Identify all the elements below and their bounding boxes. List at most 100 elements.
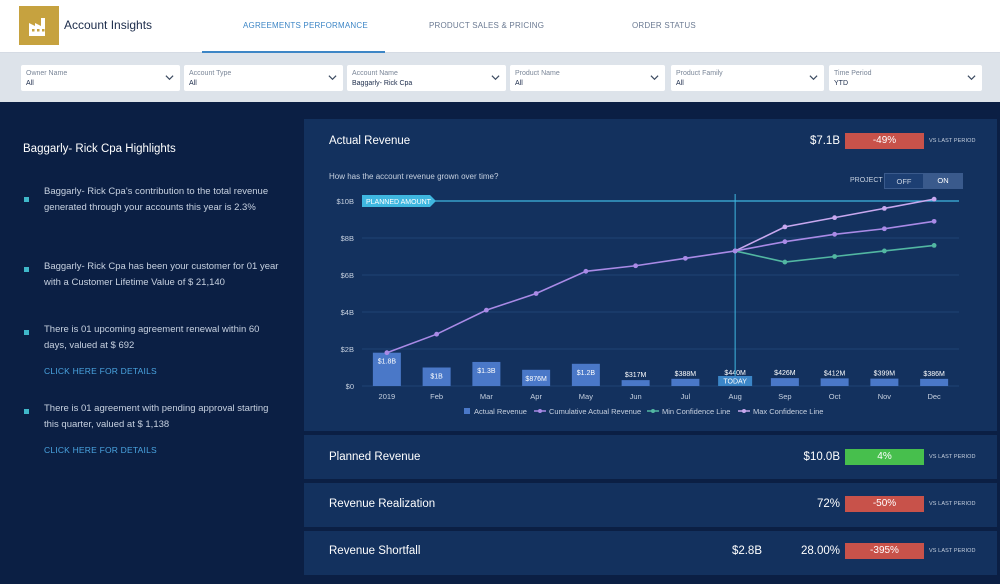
account-name-filter[interactable]: Account Name Baggarly- Rick Cpa	[347, 65, 506, 91]
vs-last-period-label: VS LAST PERIOD	[929, 548, 976, 554]
highlight-text: Baggarly- Rick Cpa has been your custome…	[44, 261, 279, 288]
bullet-marker	[24, 330, 29, 335]
legend-swatch	[464, 408, 470, 414]
x-tick-label: Aug	[728, 392, 741, 401]
legend-swatch-dot	[651, 409, 655, 413]
filter-value: Baggarly- Rick Cpa	[352, 80, 413, 87]
tab-order-status[interactable]: ORDER STATUS	[632, 21, 696, 30]
y-tick-label: $10B	[336, 197, 354, 206]
today-tag	[718, 376, 753, 386]
revenue-bar	[571, 363, 600, 386]
series-point	[782, 224, 788, 230]
vs-last-period-label: VS LAST PERIOD	[929, 138, 976, 144]
highlight-text: There is 01 upcoming agreement renewal w…	[44, 324, 260, 351]
tab-product-sales-pricing[interactable]: PRODUCT SALES & PRICING	[429, 21, 545, 30]
series-point	[782, 259, 788, 265]
card-value-amount: $2.8B	[731, 545, 762, 557]
owner-name-filter[interactable]: Owner Name All	[21, 65, 180, 91]
renewal-details-link[interactable]: CLICK HERE FOR DETAILS	[44, 366, 157, 376]
bar-value-label: $1B	[430, 374, 443, 381]
bar-value-label: $399M	[874, 371, 896, 378]
legend-label: Min Confidence Line	[662, 407, 730, 416]
series-point	[931, 196, 937, 202]
active-tab-indicator	[202, 51, 385, 53]
x-tick-label: May	[579, 392, 593, 401]
card-title: Actual Revenue	[329, 135, 411, 147]
series-point	[682, 255, 688, 261]
legend-label: Actual Revenue	[474, 407, 527, 416]
series-point	[782, 239, 788, 245]
filter-value: All	[676, 80, 684, 87]
legend-label: Max Confidence Line	[753, 407, 823, 416]
product-family-filter[interactable]: Product Family All	[671, 65, 824, 91]
chevron-down-icon	[165, 75, 174, 81]
filter-label: Account Type	[189, 70, 232, 77]
planned-amount-label: PLANNED AMOUNT	[366, 199, 432, 206]
tab-agreements-performance[interactable]: AGREEMENTS PERFORMANCE	[243, 21, 368, 30]
project-label: PROJECT	[850, 177, 883, 184]
series-point	[881, 206, 887, 211]
filter-value: All	[26, 80, 34, 87]
card-title: Planned Revenue	[329, 451, 421, 463]
x-tick-label: 2019	[379, 392, 396, 401]
bar-value-label: $412M	[824, 370, 846, 377]
highlight-text: Baggarly- Rick Cpa's contribution to the…	[44, 186, 269, 213]
filter-label: Product Name	[515, 70, 560, 77]
highlights-title: Baggarly- Rick Cpa Highlights	[23, 143, 176, 155]
x-tick-label: Dec	[927, 392, 941, 401]
card-value: $7.1B	[809, 135, 840, 147]
legend-swatch-dot	[538, 409, 542, 413]
change-badge: -395%	[845, 543, 924, 559]
change-badge: 4%	[845, 449, 924, 465]
revenue-bar	[621, 380, 650, 386]
card-value: 72%	[816, 498, 840, 510]
bar-value-label: $386M	[923, 371, 945, 378]
filter-label: Product Family	[676, 70, 723, 77]
x-tick-label: Sep	[778, 392, 791, 401]
series-point	[732, 248, 738, 254]
filter-label: Account Name	[352, 70, 398, 77]
series-point	[881, 248, 887, 254]
revenue-shortfall-card: Revenue Shortfall $2.8B 28.00% -395% VS …	[304, 531, 997, 575]
x-tick-label: Apr	[530, 392, 542, 401]
x-tick-label: Mar	[480, 392, 493, 401]
product-name-filter[interactable]: Product Name All	[510, 65, 665, 91]
chevron-down-icon	[650, 75, 659, 81]
time-period-filter[interactable]: Time Period YTD	[829, 65, 982, 91]
series-point	[633, 263, 639, 269]
series-point	[881, 226, 887, 232]
filter-label: Time Period	[834, 70, 872, 77]
chevron-down-icon	[328, 75, 337, 81]
project-off-toggle[interactable]: OFF	[884, 173, 924, 189]
filter-bar: Owner Name All Account Type All Account …	[0, 53, 1000, 102]
revenue-bar	[372, 352, 401, 386]
series-point	[434, 331, 440, 337]
account-type-filter[interactable]: Account Type All	[184, 65, 343, 91]
series-point	[384, 350, 390, 356]
series-point	[931, 218, 937, 224]
revenue-bar	[422, 367, 451, 386]
card-value-percent: 28.00%	[800, 545, 840, 557]
series-line	[386, 250, 736, 354]
planned-amount-tag	[362, 195, 436, 207]
approval-details-link[interactable]: CLICK HERE FOR DETAILS	[44, 445, 157, 455]
series-line	[734, 244, 935, 263]
chevron-down-icon	[809, 75, 818, 81]
project-on-toggle[interactable]: ON	[923, 173, 963, 189]
change-badge: -49%	[845, 133, 924, 149]
series-point	[832, 254, 838, 259]
legend-swatch-dot	[742, 409, 746, 413]
series-point	[832, 231, 838, 237]
card-title: Revenue Realization	[329, 498, 436, 510]
bar-value-label: $1.8B	[378, 359, 397, 366]
chevron-down-icon	[491, 75, 500, 81]
revenue-realization-card: Revenue Realization 72% -50% VS LAST PER…	[304, 483, 997, 527]
highlight-text: There is 01 agreement with pending appro…	[44, 403, 269, 430]
header-divider	[0, 52, 1000, 53]
revenue-bar	[820, 378, 849, 386]
revenue-bar	[671, 378, 700, 386]
y-tick-label: $8B	[341, 234, 354, 243]
revenue-bar	[522, 369, 551, 386]
today-label: TODAY	[723, 379, 747, 386]
bar-value-label: $317M	[625, 372, 647, 379]
